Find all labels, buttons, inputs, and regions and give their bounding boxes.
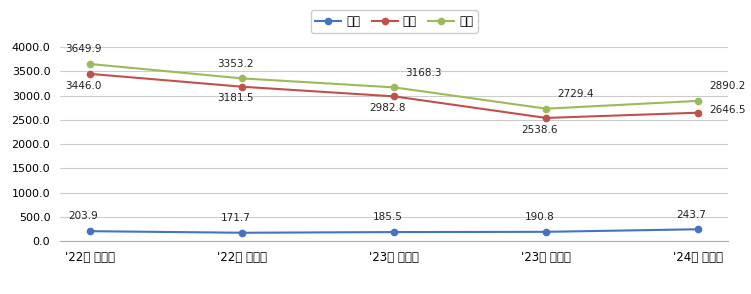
Text: 3446.0: 3446.0 — [65, 81, 101, 91]
합계 — [694, 99, 703, 103]
합계 — [86, 62, 95, 66]
Text: 2982.8: 2982.8 — [369, 103, 406, 113]
Text: 3181.5: 3181.5 — [217, 93, 254, 103]
Legend: 주식, 체권, 합계: 주식, 체권, 합계 — [311, 10, 478, 33]
체권 — [86, 72, 95, 76]
Text: 2646.5: 2646.5 — [709, 106, 746, 116]
합계 — [238, 77, 247, 80]
Line: 주식: 주식 — [87, 226, 701, 236]
Text: 190.8: 190.8 — [524, 212, 554, 222]
체권 — [390, 95, 399, 98]
주식 — [238, 231, 247, 235]
Text: 2538.6: 2538.6 — [521, 125, 557, 135]
Text: 243.7: 243.7 — [676, 210, 706, 220]
Text: 203.9: 203.9 — [68, 211, 98, 221]
Line: 합계: 합계 — [87, 61, 701, 112]
합계 — [390, 86, 399, 89]
Text: 2729.4: 2729.4 — [557, 89, 594, 99]
주식 — [694, 228, 703, 231]
Text: 185.5: 185.5 — [372, 212, 403, 222]
Text: 3168.3: 3168.3 — [406, 68, 442, 78]
Line: 체권: 체권 — [87, 71, 701, 121]
Text: 3649.9: 3649.9 — [65, 44, 102, 54]
체권 — [694, 111, 703, 114]
체권 — [238, 85, 247, 88]
Text: 171.7: 171.7 — [221, 213, 250, 223]
합계 — [541, 107, 550, 111]
체권 — [541, 116, 550, 120]
주식 — [86, 229, 95, 233]
Text: 3353.2: 3353.2 — [217, 59, 254, 69]
주식 — [541, 230, 550, 234]
Text: 2890.2: 2890.2 — [709, 81, 746, 91]
주식 — [390, 230, 399, 234]
